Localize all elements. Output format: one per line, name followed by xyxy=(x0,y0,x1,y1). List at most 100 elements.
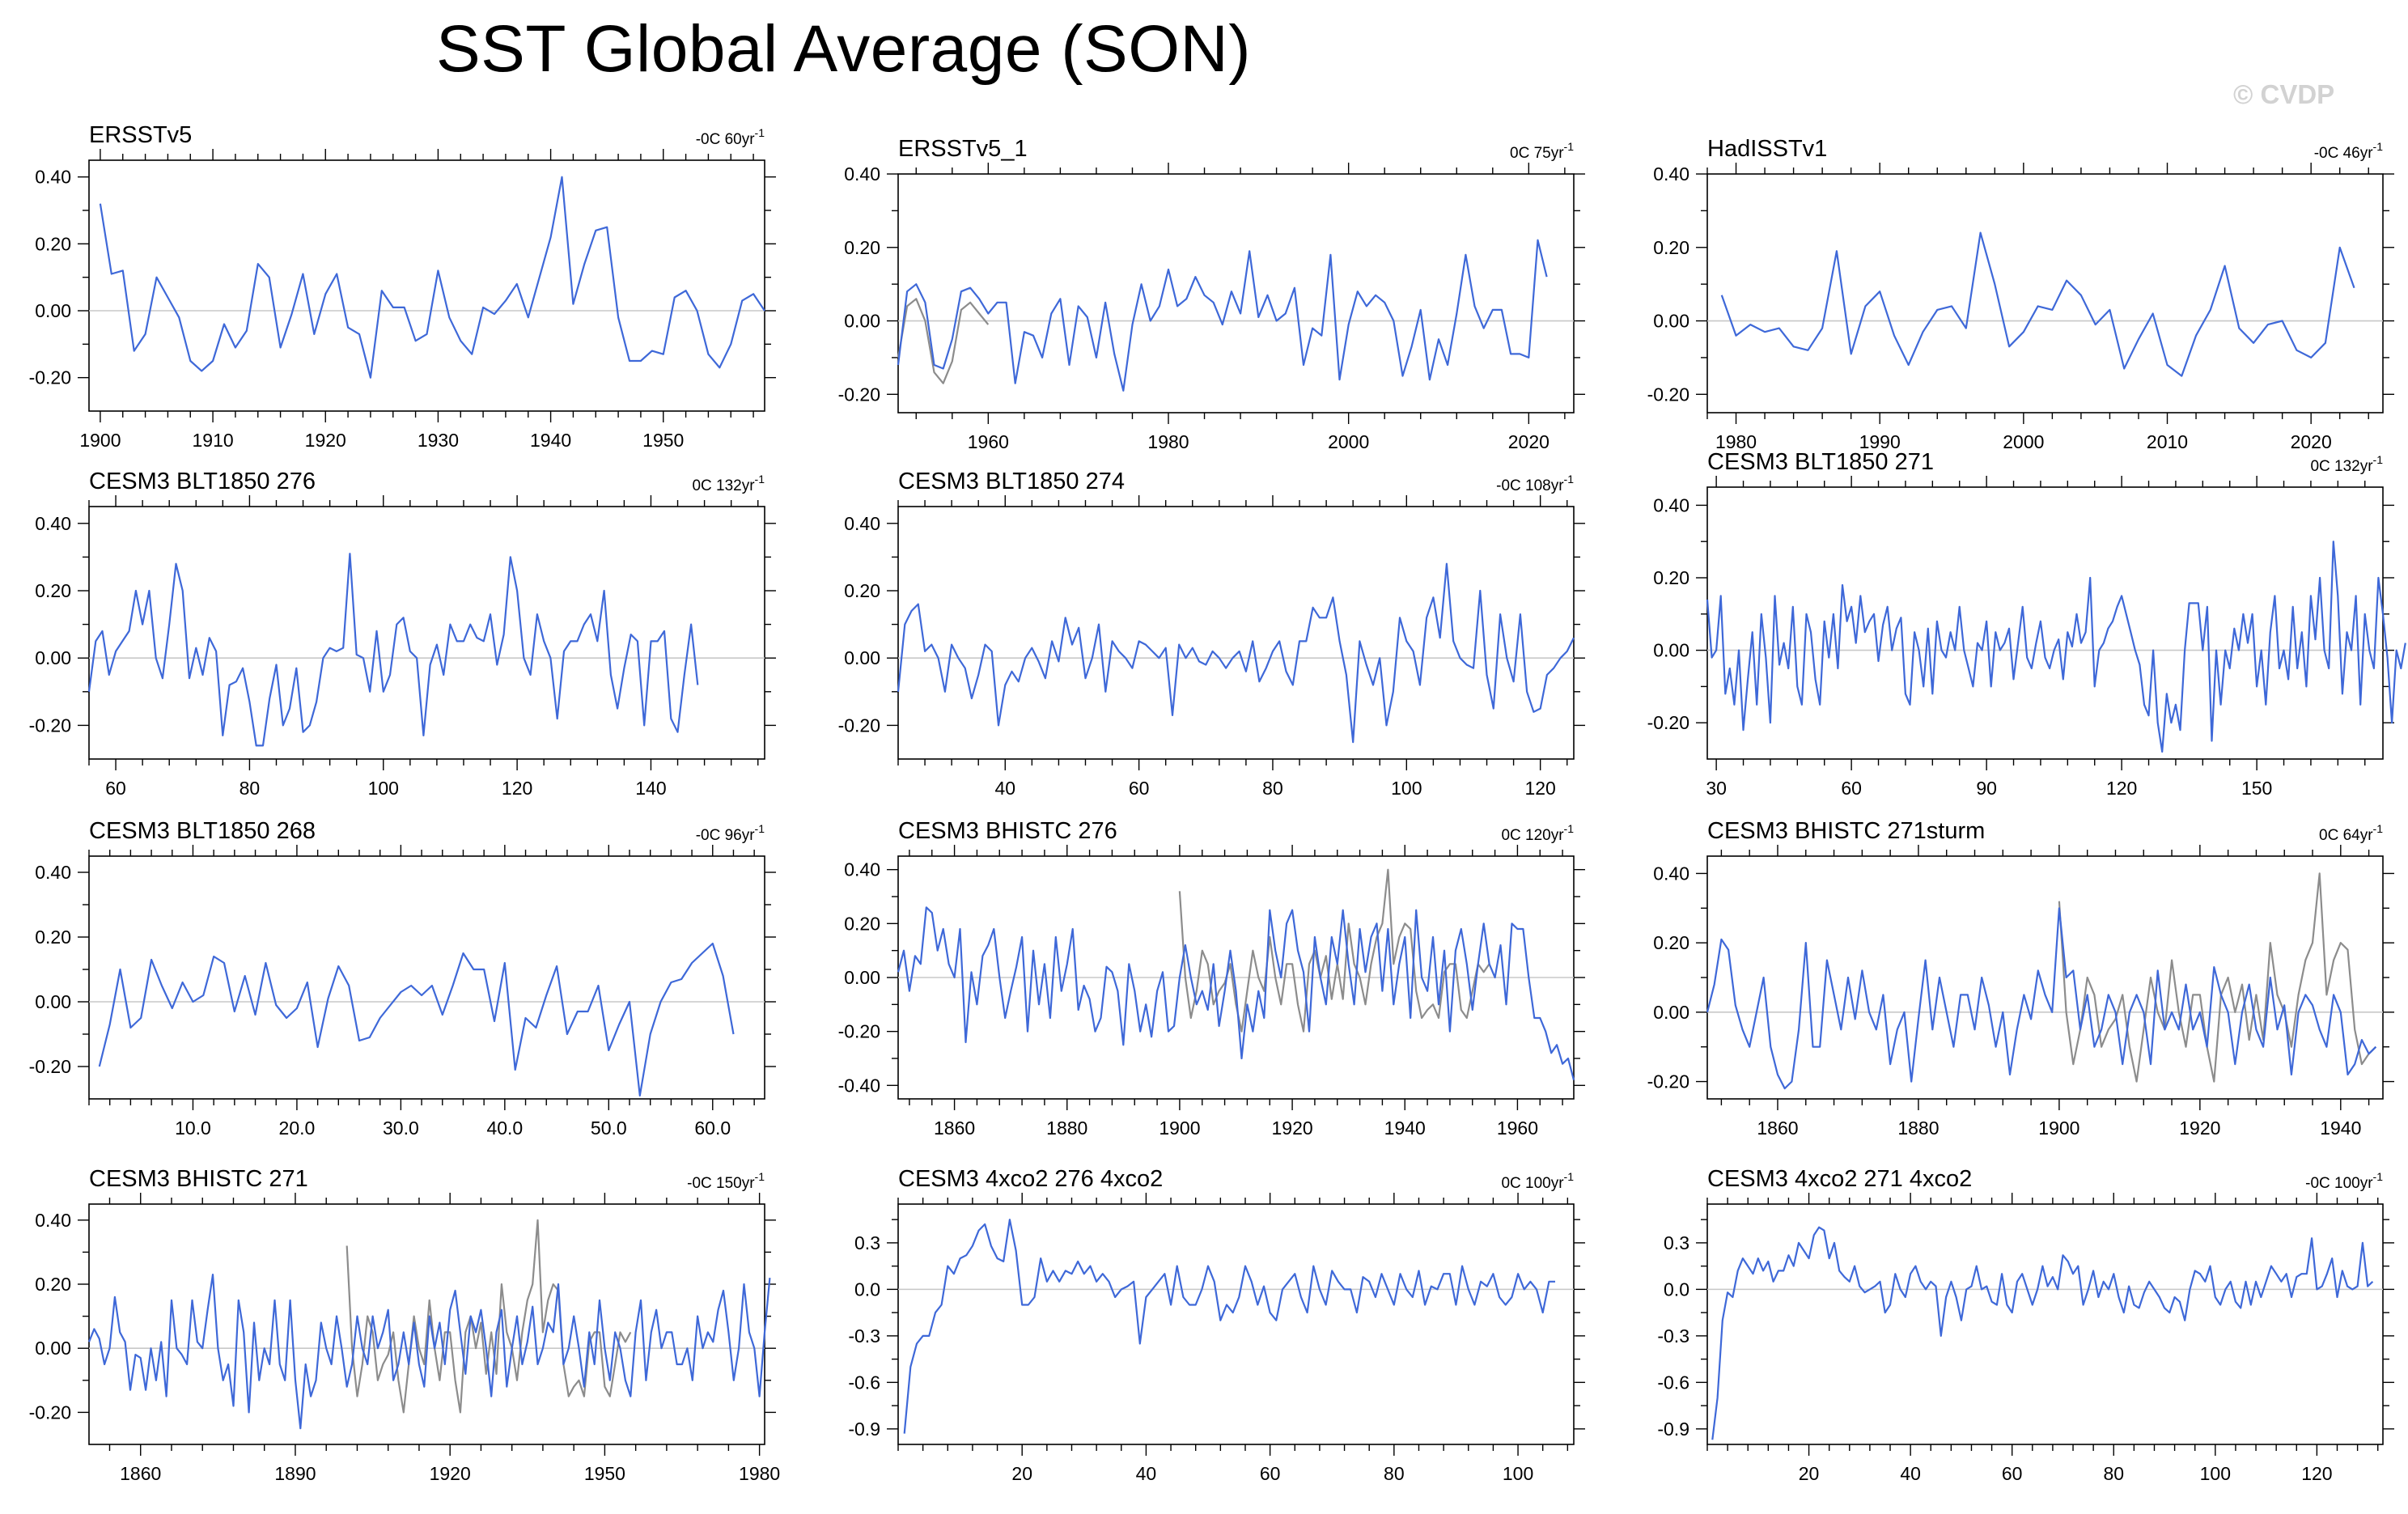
x-tick-label: 140 xyxy=(635,778,666,799)
y-tick-label: 0.40 xyxy=(844,859,880,880)
x-tick-label: 1890 xyxy=(274,1463,316,1484)
y-tick-label: 0.20 xyxy=(1653,932,1689,953)
plot-frame xyxy=(1706,486,2384,760)
x-tick-label: 1920 xyxy=(2179,1117,2220,1139)
panel-title: CESM3 BHISTC 271sturm xyxy=(1707,818,1985,844)
trend-annotation: -0C 100yr-1 xyxy=(2305,1170,2383,1192)
x-tick-label: 100 xyxy=(1503,1463,1533,1484)
series-line xyxy=(1706,907,2377,1090)
trend-annotation: -0C 150yr-1 xyxy=(687,1170,765,1192)
trend-annotation: 0C 75yr-1 xyxy=(1510,140,1574,162)
x-tick-label: 100 xyxy=(1391,778,1422,799)
y-tick-label: -0.9 xyxy=(848,1419,880,1440)
x-tick-label: 1980 xyxy=(1147,431,1189,452)
series-line xyxy=(99,176,765,379)
x-tick-label: 30.0 xyxy=(383,1117,419,1139)
y-tick-label: 0.20 xyxy=(35,233,71,254)
y-tick-label: 0.00 xyxy=(35,991,71,1012)
x-tick-label: 1920 xyxy=(430,1463,471,1484)
x-tick-label: 1860 xyxy=(1757,1117,1798,1139)
panel-title: CESM3 4xco2 276 4xco2 xyxy=(898,1166,1163,1192)
x-tick-label: 1860 xyxy=(934,1117,975,1139)
y-tick-label: -0.20 xyxy=(29,1056,71,1077)
x-tick-label: 1980 xyxy=(1715,431,1757,452)
x-tick-label: 20 xyxy=(1799,1463,1820,1484)
x-tick-label: 40 xyxy=(1900,1463,1921,1484)
x-tick-label: 60 xyxy=(1260,1463,1281,1484)
series-line xyxy=(897,562,1575,744)
x-tick-label: 120 xyxy=(502,778,532,799)
x-tick-label: 1960 xyxy=(1497,1117,1538,1139)
x-tick-label: 1940 xyxy=(1384,1117,1426,1139)
x-tick-label: 1900 xyxy=(79,430,121,451)
x-tick-label: 1990 xyxy=(1859,431,1901,452)
y-tick-label: -0.3 xyxy=(1657,1325,1689,1346)
x-tick-label: 1860 xyxy=(120,1463,161,1484)
series-line xyxy=(897,906,1575,1080)
y-tick-label: 0.20 xyxy=(35,580,71,601)
x-tick-label: 80 xyxy=(240,778,261,799)
series-line xyxy=(87,553,699,747)
x-tick-label: 1920 xyxy=(305,430,346,451)
y-tick-label: 0.20 xyxy=(1653,237,1689,258)
y-tick-label: -0.6 xyxy=(1657,1372,1689,1393)
y-tick-label: -0.20 xyxy=(29,367,71,388)
x-tick-label: 1950 xyxy=(642,430,684,451)
x-tick-label: 1900 xyxy=(2038,1117,2079,1139)
y-tick-label: 0.00 xyxy=(844,311,880,332)
y-tick-label: -0.9 xyxy=(1657,1419,1689,1440)
trend-annotation: -0C 108yr-1 xyxy=(1496,473,1574,494)
y-tick-label: 0.40 xyxy=(1653,163,1689,184)
x-tick-label: 2000 xyxy=(1328,431,1369,452)
x-tick-label: 1880 xyxy=(1897,1117,1939,1139)
observed-overlay-line xyxy=(1178,868,1490,1033)
y-tick-label: 0.20 xyxy=(35,1274,71,1295)
observed-overlay-line xyxy=(2058,872,2377,1083)
chart-panel-12: -0.9 -0.6 -0.3 0.0 0.3 20 40 60 80 100 120 CESM3 4x… xyxy=(1657,1166,2394,1484)
y-tick-label: -0.20 xyxy=(29,1402,71,1423)
y-tick-label: 0.20 xyxy=(844,237,880,258)
x-tick-label: 80 xyxy=(1262,778,1283,799)
panel-title: CESM3 4xco2 271 4xco2 xyxy=(1707,1166,1972,1192)
x-tick-label: 150 xyxy=(2241,778,2272,799)
y-tick-label: 0.40 xyxy=(1653,494,1689,515)
x-tick-label: 10.0 xyxy=(175,1117,211,1139)
y-tick-label: -0.20 xyxy=(1647,712,1689,733)
x-tick-label: 30 xyxy=(1706,778,1727,799)
y-tick-label: 0.40 xyxy=(35,1210,71,1231)
x-tick-label: 1910 xyxy=(192,430,233,451)
plot-frame xyxy=(88,159,765,412)
chart-panel-2: -0.20 0.00 0.20 0.40 1960 1980 2000 2020 ERSSTv5… xyxy=(838,136,1585,452)
y-tick-label: 0.00 xyxy=(1653,311,1689,332)
chart-panel-7: -0.20 0.00 0.20 0.40 10.0 20.0 30.0 40.0 50.0 60.… xyxy=(29,818,776,1139)
y-tick-label: -0.40 xyxy=(838,1075,880,1096)
x-tick-label: 60 xyxy=(1841,778,1862,799)
chart-panel-3: -0.20 0.00 0.20 0.40 1980 1990 2000 2010 2020 Had… xyxy=(1647,136,2394,452)
x-tick-label: 120 xyxy=(2106,778,2137,799)
series-line xyxy=(897,239,1548,392)
y-tick-label: 0.20 xyxy=(844,913,880,934)
y-tick-label: 0.00 xyxy=(35,300,71,321)
y-tick-label: -0.20 xyxy=(838,715,880,736)
panel-title: CESM3 BLT1850 268 xyxy=(89,818,316,844)
panel-title: CESM3 BHISTC 276 xyxy=(898,818,1117,844)
chart-panel-4: -0.20 0.00 0.20 0.40 60 80 100 120 140 CESM3 BLT1… xyxy=(29,469,776,799)
x-tick-label: 2020 xyxy=(2291,431,2332,452)
chart-panel-1: -0.20 0.00 0.20 0.40 1900 1910 1920 1930 1940 195… xyxy=(29,122,776,451)
x-tick-label: 60 xyxy=(2002,1463,2023,1484)
page-title: SST Global Average (SON) xyxy=(435,12,1252,86)
y-tick-label: 0.20 xyxy=(35,927,71,948)
y-tick-label: 0.3 xyxy=(854,1232,880,1253)
y-tick-label: -0.20 xyxy=(838,384,880,405)
series-line xyxy=(903,1219,1555,1434)
x-tick-label: 40 xyxy=(1136,1463,1157,1484)
plot-frame xyxy=(88,506,765,760)
x-tick-label: 1950 xyxy=(584,1463,625,1484)
plot-frame xyxy=(897,173,1575,413)
chart-panel-8: -0.40 -0.20 0.00 0.20 0.40 1860 1880 1900 1920 19… xyxy=(838,818,1585,1139)
plot-frame xyxy=(1706,173,2384,413)
y-tick-label: 0.40 xyxy=(844,163,880,184)
y-tick-label: 0.40 xyxy=(35,513,71,534)
trend-annotation: 0C 132yr-1 xyxy=(692,473,765,494)
